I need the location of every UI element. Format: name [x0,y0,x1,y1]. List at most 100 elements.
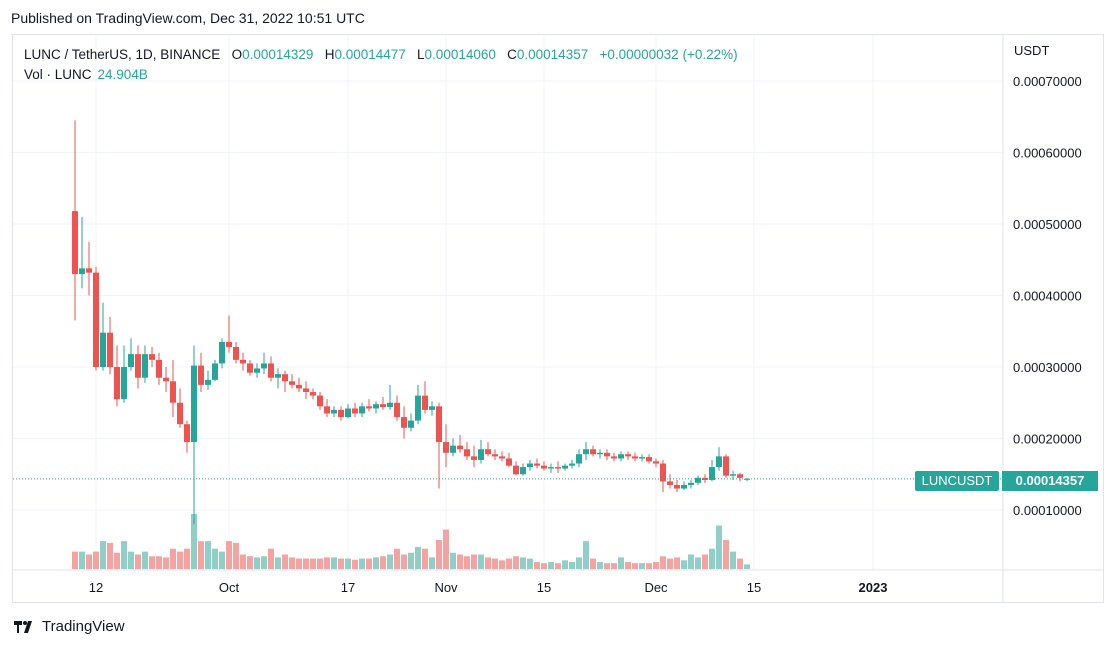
volume-bar [191,513,197,569]
volume-bar [611,563,617,569]
candle-body [100,332,106,367]
candle-body [310,392,316,396]
volume-bar [121,541,127,569]
volume-bar [618,557,624,569]
candle-body [646,457,652,462]
volume-bar [226,541,232,569]
legend-low-value: 0.00014060 [424,47,496,62]
volume-bar [548,562,554,569]
volume-bar [604,563,610,569]
candle-body [527,463,533,468]
volume-bar [373,557,379,569]
candle-body [338,409,344,418]
candle-body [212,363,218,380]
volume-bar [79,551,85,569]
volume-bar [541,563,547,569]
volume-bar [646,563,652,569]
candle-body [443,442,449,453]
candle-body [72,211,78,275]
volume-bar [555,563,561,569]
volume-bar [380,556,386,569]
volume-bar [359,558,365,569]
volume-bar [128,551,134,569]
volume-bar [212,548,218,569]
time-tick-label: 17 [341,580,355,595]
volume-bar [457,554,463,569]
volume-bar [695,557,701,569]
candle-body [282,374,288,382]
volume-bar [520,557,526,569]
candle-body [597,452,603,455]
candle-body [478,449,484,460]
candle-body [240,359,246,364]
tradingview-logo-icon [14,620,32,633]
volume-bar [737,558,743,569]
candle-body [436,406,442,443]
time-axis: 12 Oct 17 Nov 15 Dec 15 2023 [89,580,888,595]
time-tick-label: 15 [537,580,551,595]
legend-symbol: LUNC / TetherUS, 1D, BINANCE [24,47,221,62]
candle-body [744,478,750,480]
price-tick-label: 0.00040000 [1013,289,1082,304]
candle-body [618,454,624,459]
volume-bar [366,558,372,569]
candle-body [275,374,281,378]
candle-body [723,456,729,476]
candle-body [247,363,253,373]
volume-bar [569,562,575,569]
price-axis: 0.00070000 0.00060000 0.00050000 0.00040000… [13,35,1103,602]
candle-body [590,449,596,455]
candle-body [149,354,155,360]
candle-body [233,346,239,360]
brand-name: TradingView [42,618,125,635]
price-tick-label: 0.00020000 [1013,432,1082,447]
volume-bar [310,558,316,569]
volume-bar [401,554,407,569]
volume-bar [429,557,435,569]
candle-body [457,445,463,450]
volume-bar [450,552,456,569]
volume-bar [583,541,589,569]
candle-body [520,467,526,475]
volume-bar [422,548,428,569]
candle-body [121,367,127,400]
volume-bar [709,548,715,569]
candle-body [366,406,372,409]
volume-bar [219,551,225,569]
candle-body [345,408,351,418]
volume-bar [576,557,582,569]
candle-body [485,449,491,455]
candle-body [695,477,701,483]
candle-body [548,467,554,469]
candle-body [730,474,736,476]
candle-body [359,406,365,414]
candle-body [331,409,337,414]
volume-bar [632,563,638,569]
volume-bar [394,548,400,569]
candle-body [625,454,631,457]
tradingview-brand[interactable]: TradingView [14,618,125,635]
volume-bar [352,559,358,569]
candle-body [177,402,183,425]
candle-body [506,458,512,466]
candle-body [681,484,687,489]
volume-bar [114,552,120,569]
volume-value: 24.904B [97,67,148,82]
volume-bar [135,554,141,569]
volume-bar [660,556,666,569]
candle-body [401,417,407,428]
legend-low-key: L [417,47,425,62]
legend-open-key: O [231,47,243,62]
legend-high-key: H [324,47,335,62]
volume-bar [233,542,239,569]
candle-body [184,424,190,443]
price-tick-label: 0.00060000 [1013,146,1082,161]
candle-body [261,363,267,369]
currency-unit: USDT [1014,43,1050,58]
volume-bar [702,554,708,569]
volume-bar [289,557,295,569]
candle-body [296,384,302,389]
volume-bar [506,558,512,569]
candle-body [604,452,610,457]
